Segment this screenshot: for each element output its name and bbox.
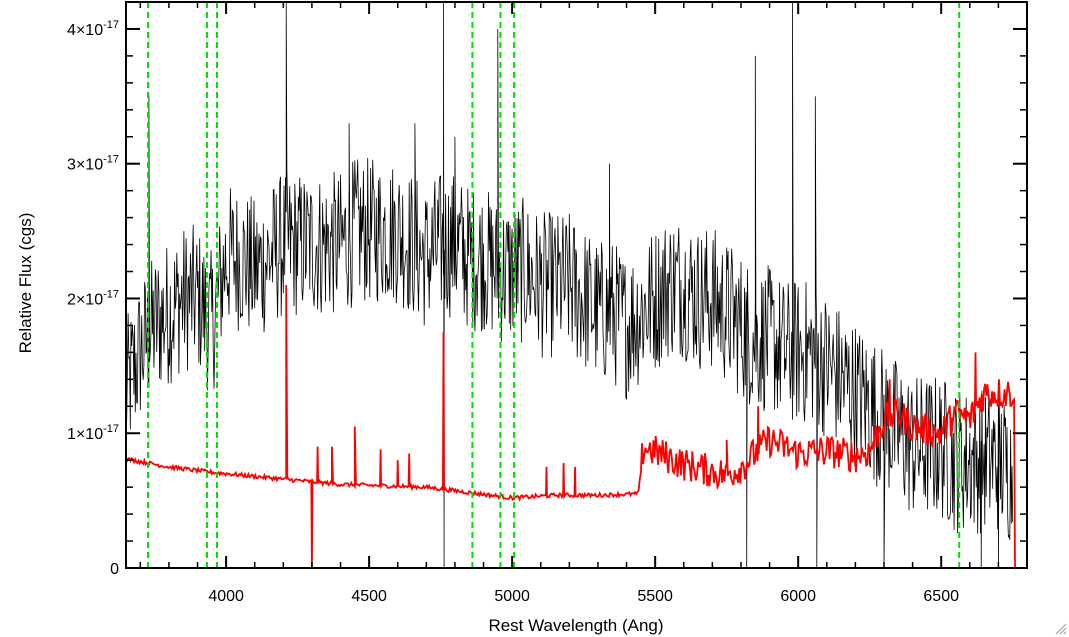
x-tick-label: 4000 (208, 588, 244, 605)
y-axis-title: Relative Flux (cgs) (16, 213, 35, 354)
observed-spectrum-line (126, 2, 1014, 568)
resize-grip-icon[interactable] (1055, 623, 1067, 635)
x-tick-label: 6500 (923, 588, 959, 605)
plot-frame (125, 1, 1028, 569)
y-tick-label: 3×10-17 (67, 154, 119, 174)
y-tick-label: 2×10-17 (67, 288, 119, 308)
x-tick-label: 5500 (637, 588, 673, 605)
x-tick-label: 6000 (780, 588, 816, 605)
y-tick-label: 4×10-17 (67, 19, 119, 39)
axes: 4000 4500 5000 5500 6000 6500 0 1×10-17 2×10-17 3… (67, 1, 1028, 605)
x-tick-label: 5000 (494, 588, 530, 605)
x-axis-title: Rest Wavelength (Ang) (488, 616, 663, 635)
model-spectrum-line (126, 284, 1016, 568)
plot-area (126, 2, 1016, 568)
y-tick-label: 1×10-17 (67, 423, 119, 443)
y-tick-label: 0 (110, 561, 119, 578)
x-tick-label: 4500 (351, 588, 387, 605)
